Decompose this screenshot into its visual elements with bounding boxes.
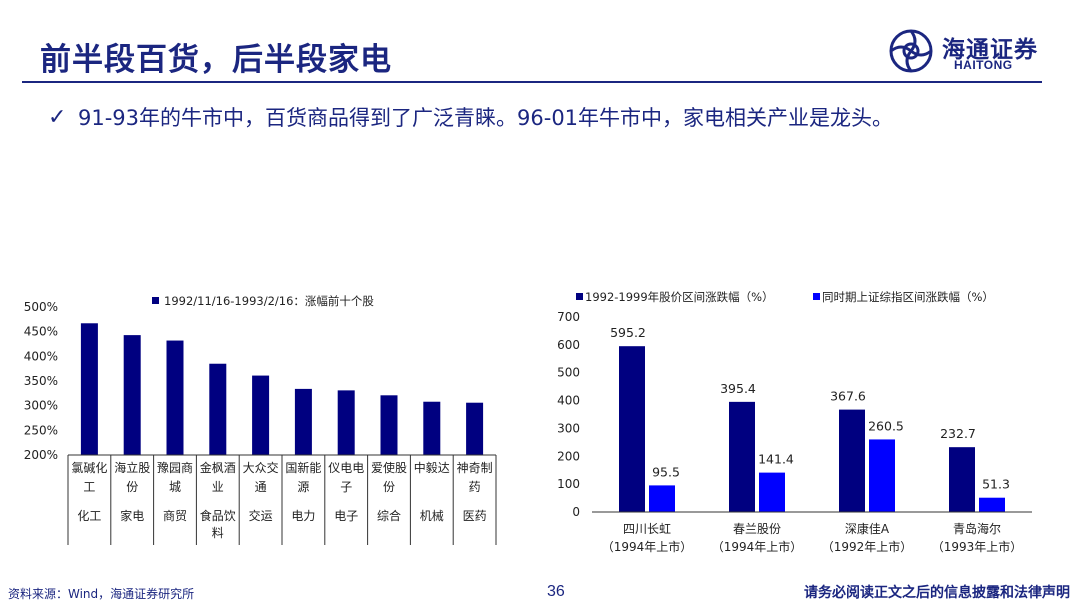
logo-chinese-text: 海通证券	[942, 36, 1038, 63]
industry-label: 料	[212, 526, 224, 540]
stock-label: 大众交	[243, 460, 279, 475]
logo-english-text: HAITONG	[954, 58, 1013, 72]
y-tick-label: 600	[557, 338, 580, 352]
y-tick-label: 700	[557, 310, 580, 324]
category-label: 青岛海尔	[953, 521, 1001, 536]
legend-swatch	[813, 293, 820, 300]
stock-label: 爱使股	[371, 460, 407, 475]
y-tick-label: 300%	[24, 399, 58, 413]
category-sub-label: （1994年上市）	[712, 539, 803, 554]
stock-label: 海立股	[114, 460, 150, 475]
bar	[729, 401, 755, 512]
y-tick-label: 0	[572, 505, 580, 519]
bar	[209, 363, 227, 455]
y-tick-label: 200%	[24, 448, 58, 462]
category-label: 春兰股份	[733, 522, 781, 536]
stock-label: 药	[469, 480, 481, 494]
bar	[979, 497, 1005, 512]
stock-label: 神奇制	[457, 461, 493, 475]
bar	[337, 390, 355, 455]
legend-swatch	[576, 293, 583, 300]
bar	[123, 335, 141, 455]
bar	[649, 485, 675, 512]
category-sub-label: （1992年上市）	[822, 539, 913, 554]
page-number: 36	[547, 583, 565, 600]
industry-label: 电力	[291, 509, 315, 523]
data-label: 232.7	[940, 426, 976, 441]
stock-label: 通	[255, 480, 267, 494]
bar	[80, 323, 98, 455]
haitong-logo-icon	[889, 29, 933, 73]
stock-label: 份	[126, 480, 138, 494]
legend-label: 1992/11/16-1993/2/16：涨幅前十个股	[164, 294, 374, 308]
data-label: 51.3	[982, 477, 1010, 492]
category-sub-label: （1994年上市）	[602, 539, 693, 554]
bar	[294, 388, 312, 455]
bar	[949, 447, 975, 512]
bullet-text: 91-93年的牛市中，百货商品得到了广泛青睐。96-01年牛市中，家电相关产业是…	[78, 106, 894, 130]
industry-label: 医药	[463, 509, 487, 523]
stock-label: 份	[383, 480, 395, 494]
bar	[423, 401, 441, 455]
stock-label: 子	[340, 480, 352, 494]
y-tick-label: 350%	[24, 374, 58, 388]
chart-top-ten-stocks: 500% 450% 400% 350% 300% 250% 200% 1992/11/16-1…	[24, 294, 497, 545]
y-tick-label: 450%	[24, 325, 58, 339]
y-tick-label: 400%	[24, 349, 58, 363]
stock-label: 金枫酒	[200, 460, 236, 475]
stock-label: 豫园商	[157, 460, 193, 475]
bar	[869, 439, 895, 512]
y-tick-label: 500%	[24, 300, 58, 314]
industry-label: 电子	[334, 509, 358, 523]
data-label: 367.6	[830, 389, 866, 404]
category-label: 深康佳A	[845, 521, 890, 536]
header-divider	[22, 81, 1042, 83]
checkmark-icon: ✓	[48, 105, 67, 130]
stock-label: 工	[83, 480, 95, 494]
category-sub-label: （1993年上市）	[932, 539, 1023, 554]
stock-label: 中毅达	[414, 460, 450, 475]
footer-legal-notice: 请务必阅读正文之后的信息披露和法律声明	[804, 585, 1070, 601]
y-tick-label: 300	[557, 421, 580, 435]
page-title: 前半段百货，后半段家电	[40, 42, 392, 78]
industry-label: 机械	[420, 508, 444, 523]
industry-label: 家电	[120, 508, 144, 523]
data-label: 395.4	[720, 381, 756, 396]
bullet-point: ✓ 91-93年的牛市中，百货商品得到了广泛青睐。96-01年牛市中，家电相关产…	[48, 100, 1038, 136]
bar	[380, 395, 398, 455]
company-logo: 海通证券 HAITONG	[888, 28, 1048, 76]
industry-label: 食品饮	[200, 508, 236, 523]
stock-label: 仪电电	[328, 461, 364, 475]
y-tick-label: 100	[557, 477, 580, 491]
data-label: 95.5	[652, 464, 680, 479]
industry-label: 商贸	[163, 508, 187, 523]
y-tick-label: 400	[557, 394, 580, 408]
y-tick-label: 500	[557, 366, 580, 380]
industry-label: 化工	[77, 509, 101, 523]
category-label: 四川长虹	[623, 522, 671, 536]
stock-label: 氯碱化	[71, 461, 107, 475]
bar	[466, 402, 484, 455]
data-label: 260.5	[868, 418, 904, 433]
data-label: 141.4	[758, 452, 794, 467]
bar	[252, 375, 270, 455]
stock-label: 源	[297, 480, 309, 494]
bar	[839, 409, 865, 512]
legend-label: 同时期上证综指区间涨跌幅（%）	[822, 290, 994, 304]
bar	[619, 346, 645, 512]
y-tick-label: 250%	[24, 423, 58, 437]
stock-label: 城	[169, 480, 181, 494]
data-label: 595.2	[610, 325, 646, 340]
stock-label: 国新能	[285, 460, 321, 475]
bar	[759, 472, 785, 512]
industry-label: 综合	[377, 508, 401, 523]
stock-label: 业	[212, 480, 224, 494]
bar	[166, 340, 184, 455]
y-tick-label: 200	[557, 449, 580, 463]
legend-swatch	[152, 297, 159, 304]
legend-label: 1992-1999年股价区间涨跌幅（%）	[585, 290, 774, 304]
chart-appliance-stocks: 700 600 500 400 300 200 100 0 1992-1999年股价区间涨跌幅（…	[557, 290, 1032, 554]
footer-source: 资料来源：Wind，海通证券研究所	[8, 587, 195, 601]
industry-label: 交运	[249, 508, 273, 523]
